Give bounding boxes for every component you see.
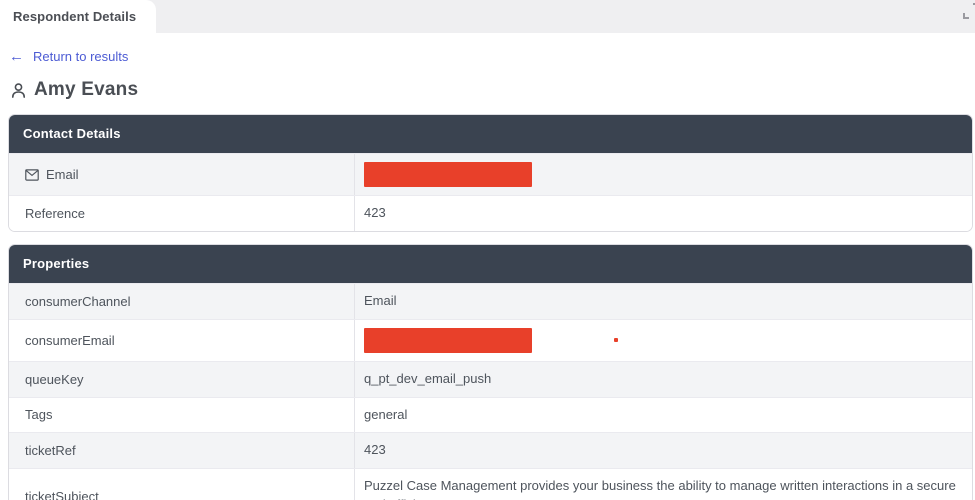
respondent-name: Amy Evans: [34, 79, 139, 100]
table-row: Tags general: [9, 396, 972, 433]
row-label-cell: queueKey: [9, 361, 355, 397]
row-value-cell: q_pt_dev_email_push: [355, 362, 972, 397]
row-label: Tags: [25, 407, 53, 423]
row-label-cell: Reference: [9, 196, 355, 231]
expand-icon-corner: [963, 13, 969, 19]
expand-icon-corner: [973, 3, 975, 9]
row-label-cell: ticketSubject: [9, 469, 355, 500]
row-value: 423: [364, 205, 386, 220]
properties-header: Properties: [9, 244, 972, 283]
contact-details-header: Contact Details: [9, 115, 972, 153]
row-value-cell: 423: [355, 433, 972, 468]
person-icon: [11, 82, 26, 98]
row-value: 423: [364, 442, 386, 458]
row-label: Reference: [25, 205, 85, 221]
redacted-consumer-email-value: [364, 327, 532, 353]
row-value-cell: general: [355, 398, 972, 433]
row-value: q_pt_dev_email_push: [364, 370, 492, 386]
return-link-label: Return to results: [33, 49, 129, 64]
row-label: consumerChannel: [25, 293, 131, 309]
main-content: ← Return to results Amy Evans Contact De…: [0, 49, 975, 500]
tab-bar: Respondent Details: [0, 0, 975, 33]
table-row: consumerEmail: [9, 318, 972, 361]
table-row: ticketRef 423: [9, 432, 972, 469]
properties-card: Properties consumerChannel Email consume…: [8, 243, 973, 500]
row-value-cell: Email: [355, 284, 972, 319]
table-row: queueKey q_pt_dev_email_push: [9, 360, 972, 397]
redaction-artifact-dot: [614, 338, 618, 343]
row-label-cell: consumerEmail: [9, 319, 355, 361]
table-row: consumerChannel Email: [9, 282, 972, 319]
table-row: Reference 423: [9, 195, 972, 231]
row-value-cell: [355, 320, 972, 361]
row-value-cell: [355, 154, 972, 195]
row-label: Email: [46, 167, 79, 182]
row-value-cell: 423: [355, 196, 972, 231]
row-value: Email: [364, 292, 397, 308]
respondent-header: Amy Evans: [10, 79, 975, 101]
tab-respondent-details[interactable]: Respondent Details: [0, 0, 157, 33]
table-row: Email: [9, 153, 972, 195]
row-label: ticketSubject: [25, 488, 99, 500]
table-row: ticketSubject Puzzel Case Management pro…: [9, 468, 972, 500]
redacted-email-value: [364, 162, 532, 187]
row-value: general: [364, 406, 408, 422]
row-label-cell: Tags: [9, 397, 355, 433]
row-label: queueKey: [25, 371, 84, 387]
expand-icon[interactable]: [963, 3, 975, 19]
return-to-results-link[interactable]: ← Return to results: [9, 49, 128, 64]
contact-details-card: Contact Details Email Reference 423: [8, 114, 973, 232]
row-label-cell: consumerChannel: [9, 283, 355, 319]
row-label: consumerEmail: [25, 332, 115, 348]
back-arrow-icon: ←: [9, 48, 24, 65]
row-value-cell: Puzzel Case Management provides your bus…: [355, 469, 972, 500]
row-label-cell: Email: [9, 154, 355, 195]
row-label: ticketRef: [25, 443, 76, 459]
row-label-cell: ticketRef: [9, 433, 355, 469]
envelope-icon: [25, 168, 39, 181]
row-value: Puzzel Case Management provides your bus…: [364, 478, 956, 500]
